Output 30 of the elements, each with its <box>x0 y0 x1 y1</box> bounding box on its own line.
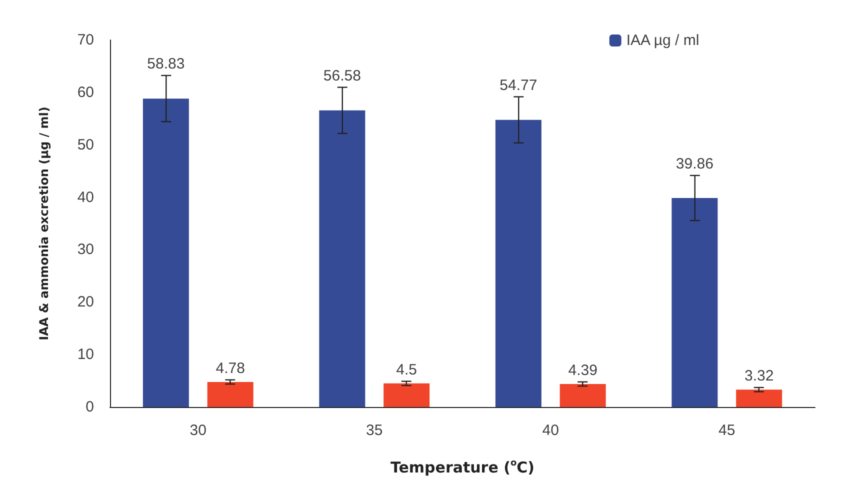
y-tick-label: 30 <box>77 241 94 258</box>
data-label: 3.32 <box>744 367 774 384</box>
x-tick-label: 30 <box>190 422 206 439</box>
x-tick-label: 40 <box>542 422 559 439</box>
y-tick-label: 70 <box>77 32 94 48</box>
y-tick-label: 20 <box>77 294 94 311</box>
data-label: 4.5 <box>396 361 418 378</box>
bar <box>142 98 189 407</box>
data-label: 4.78 <box>216 360 245 377</box>
bar <box>207 382 254 407</box>
y-tick-label: 50 <box>77 136 94 154</box>
bar <box>736 390 782 407</box>
bar <box>384 383 430 407</box>
bar <box>495 120 542 407</box>
x-tick-label: 45 <box>718 422 736 439</box>
bar <box>560 384 606 407</box>
data-label: 58.83 <box>147 55 185 72</box>
bar <box>319 110 366 407</box>
data-label: 54.77 <box>500 76 538 94</box>
legend-label: IAA µg / ml <box>626 32 700 49</box>
y-tick-label: 10 <box>77 346 94 364</box>
bar <box>672 198 718 407</box>
y-tick-label: 40 <box>77 188 94 206</box>
y-tick-label: 0 <box>86 398 94 416</box>
data-label: 4.39 <box>568 362 598 379</box>
data-label: 39.86 <box>676 155 714 172</box>
y-tick-label: 60 <box>77 84 94 101</box>
data-label: 56.58 <box>323 67 361 84</box>
x-tick-label: 35 <box>366 422 383 439</box>
y-axis-title: IAA & ammonia excretion (µg / ml) <box>37 106 51 340</box>
